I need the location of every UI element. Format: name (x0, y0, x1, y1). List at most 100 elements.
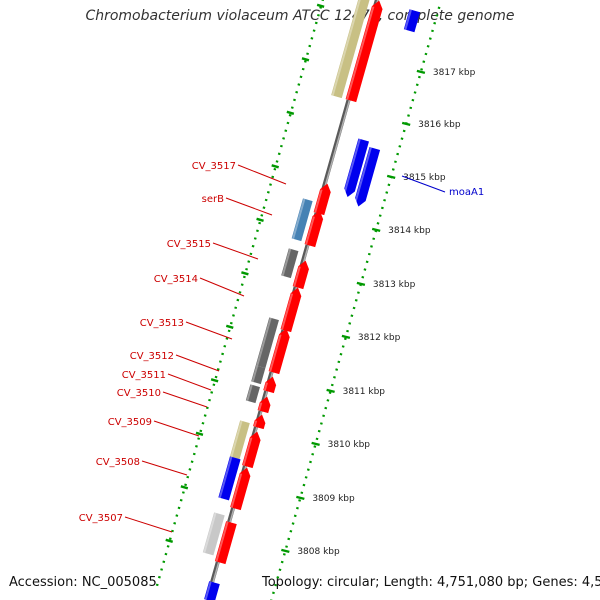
kbp-labels: 3817 kbp 3816 kbp 3815 kbp 3814 kbp 3813 kbp… (281, 68, 476, 600)
gene-CV_3509 (229, 420, 250, 461)
gene-CV_3517 (313, 183, 331, 216)
gene-CV_3517-shine (314, 189, 323, 213)
gene-khaki-top (331, 0, 370, 99)
gene-red-serB (304, 210, 324, 248)
ruler-left-tick (180, 485, 189, 490)
gene-CV_3514 (280, 287, 302, 333)
ruler-left-tick (301, 57, 310, 62)
gene-leader (141, 460, 188, 476)
ruler-left-tick (210, 378, 219, 383)
gene-leader (212, 242, 259, 260)
gene-CV_3511-shine (263, 382, 268, 391)
ruler-left (155, 0, 325, 587)
topology-text: Topology: circular; Length: 4,751,080 bp… (262, 575, 600, 590)
gene-labels: CV_3517 serB CV_3515 CV_3514 CV_3513 CV_3512 C… (79, 161, 484, 533)
kbp-label: 3814 kbp (388, 226, 431, 236)
gene-label: CV_3508 (96, 457, 140, 468)
gene-red-3515 (292, 260, 309, 290)
ruler-left-tick (195, 431, 204, 436)
gene-label: CV_3514 (154, 274, 198, 285)
gene-CV_3515-shine (281, 248, 292, 277)
gene-red-3513-shine (269, 334, 282, 372)
ruler-left-tick (271, 164, 280, 169)
kbp-tick (311, 441, 320, 447)
gene-khaki-top-shine (331, 0, 361, 96)
gene-moaA1-a (344, 138, 369, 197)
gene-serB-shine (292, 198, 306, 240)
kbp-label: 3816 kbp (418, 120, 461, 130)
gene-leader (237, 164, 287, 185)
gene-red-3509a-shine (253, 420, 258, 427)
gene-leader (124, 516, 173, 533)
gene-blue-bottom (204, 581, 220, 600)
gene-CV_3508-shine (218, 456, 233, 499)
gene-red-3509a (253, 414, 266, 430)
gene-leader (167, 373, 212, 391)
kbp-tick (281, 548, 290, 554)
gene-moaA1-b (355, 146, 381, 207)
gene-label: CV_3512 (130, 351, 174, 362)
gene-label: CV_3517 (192, 161, 236, 172)
gene-CV_3513-shine (256, 317, 272, 367)
gene-red-3508 (230, 467, 251, 511)
gene-label: CV_3507 (79, 513, 123, 524)
ruler-left-tick (286, 110, 295, 115)
kbp-label: 3817 kbp (433, 68, 476, 78)
kbp-label: 3815 kbp (403, 173, 446, 183)
kbp-tick (326, 388, 335, 394)
kbp-tick (371, 227, 381, 233)
gene-label: CV_3509 (108, 417, 152, 428)
kbp-tick (401, 121, 411, 127)
gene-blue-top-shine (404, 9, 412, 30)
gene-label: CV_3511 (122, 370, 166, 381)
kbp-label: 3811 kbp (343, 387, 386, 397)
gene-label: CV_3515 (167, 239, 211, 250)
kbp-label: 3810 kbp (328, 440, 371, 450)
ruler-left-tick (225, 324, 234, 329)
gene-leader (162, 391, 208, 408)
ruler-right (270, 6, 441, 600)
kbp-label: 3808 kbp (297, 547, 340, 557)
kbp-label: 3813 kbp (373, 280, 416, 290)
ruler-left-tick (256, 217, 264, 222)
gene-CV_3507 (202, 512, 225, 556)
gene-leader (153, 420, 200, 437)
kbp-tick (296, 495, 305, 501)
gene-CV_3513 (255, 317, 279, 369)
gene-CV_3508 (218, 456, 241, 501)
ruler-left-tick (165, 538, 174, 543)
gene-red-3513 (268, 328, 290, 375)
gene-label: serB (202, 194, 224, 205)
gene-CV_3514-shine (281, 293, 294, 330)
gene-red-3508-shine (230, 473, 243, 508)
gene-red-3509 (242, 431, 261, 469)
gene-CV_3507-shine (203, 512, 217, 554)
gene-moaA1-b-shine (353, 147, 372, 206)
gene-label: CV_3513 (140, 318, 184, 329)
ruler-dots (155, 0, 441, 600)
gene-red-3507 (214, 521, 237, 565)
gene-CV_3512 (251, 365, 266, 385)
gene-leader (199, 277, 245, 297)
gene-label: CV_3510 (117, 388, 161, 399)
kbp-tick (356, 281, 366, 287)
gene-red-top-shine (346, 6, 375, 100)
kbp-label: 3812 kbp (358, 333, 401, 343)
gene-leader-moaA1 (401, 175, 446, 193)
gene-red-3510-shine (258, 402, 263, 411)
gene-red-top (345, 0, 383, 103)
gene-CV_3510-shine (246, 384, 253, 402)
gene-red-3509-shine (242, 437, 253, 466)
gene-CV_3511 (263, 376, 277, 394)
gene-features (202, 0, 421, 600)
accession-text: Accession: NC_005085 (9, 575, 157, 590)
gene-red-3510 (257, 396, 271, 414)
gene-blue-bottom-shine (204, 581, 212, 600)
gene-CV_3515 (281, 248, 299, 279)
ruler-left-tick (241, 271, 249, 276)
gene-moaA1-a-shine (342, 138, 361, 197)
gene-CV_3512-shine (251, 365, 259, 383)
gene-serB (291, 198, 313, 242)
gene-red-3507-shine (215, 521, 229, 562)
